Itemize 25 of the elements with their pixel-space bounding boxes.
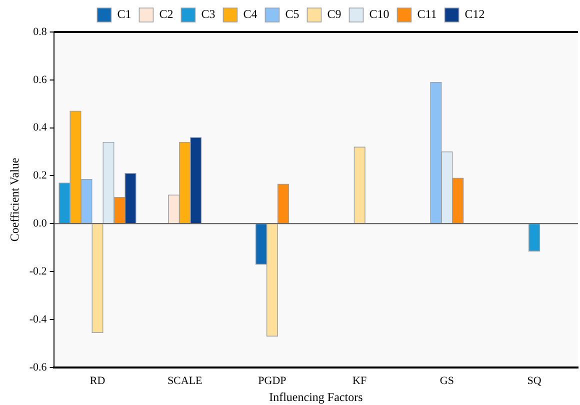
legend-label: C11: [417, 7, 437, 22]
x-tick-label: PGDP: [258, 374, 286, 387]
legend-label: C3: [201, 7, 216, 22]
legend-label: C2: [159, 7, 174, 22]
x-tick-label: SQ: [527, 374, 542, 387]
y-tick-label: -0.2: [29, 265, 47, 278]
y-axis-title: Coefficient Value: [7, 158, 22, 242]
legend-label: C12: [464, 7, 485, 22]
legend-label: C10: [369, 7, 390, 22]
y-tick-label: 0.2: [33, 170, 47, 182]
x-tick-label: RD: [90, 374, 106, 387]
x-tick-label: KF: [352, 374, 367, 387]
y-tick-label: 0.4: [33, 122, 48, 134]
legend-label: C4: [243, 7, 258, 22]
x-tick-label: SCALE: [167, 374, 203, 387]
x-axis-title: Influencing Factors: [269, 390, 364, 404]
y-tick-label: 0.6: [33, 74, 48, 86]
y-tick-label: 0.8: [33, 26, 48, 38]
y-tick-label: -0.4: [29, 313, 48, 326]
y-tick-label: -0.6: [29, 361, 48, 374]
legend-label: C1: [117, 7, 132, 22]
legend-label: C9: [327, 7, 342, 22]
y-tick-label: 0.0: [33, 218, 48, 230]
x-tick-label: GS: [440, 374, 454, 387]
legend-label: C5: [285, 7, 300, 22]
